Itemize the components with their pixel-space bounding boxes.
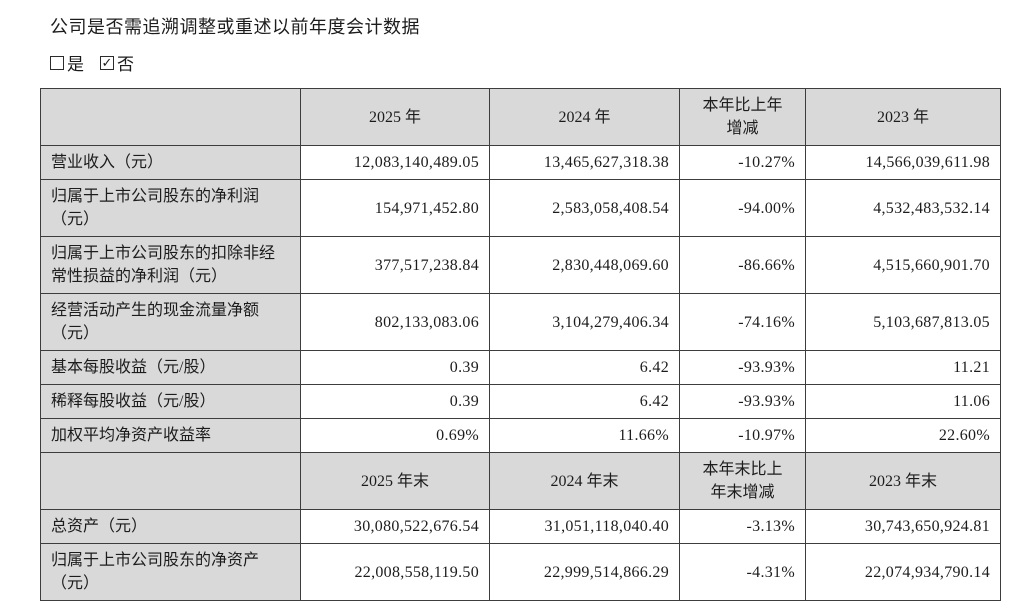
value-change: -86.66% bbox=[679, 236, 806, 294]
value-2025: 377,517,238.84 bbox=[300, 236, 490, 294]
value-change: -10.97% bbox=[679, 418, 806, 453]
value-change: -94.00% bbox=[679, 179, 806, 237]
value-change: -4.31% bbox=[679, 543, 806, 601]
row-label: 稀释每股收益（元/股） bbox=[40, 384, 301, 419]
corner-cell bbox=[40, 88, 301, 146]
value-2025: 30,080,522,676.54 bbox=[300, 509, 490, 544]
option-no: ✓ 否 bbox=[100, 50, 134, 75]
restatement-question: 公司是否需追溯调整或重述以前年度会计数据 bbox=[50, 17, 420, 37]
value-2023: 30,743,650,924.81 bbox=[805, 509, 1001, 544]
col-header-2023-end: 2023 年末 bbox=[805, 452, 1001, 510]
col-header-2023: 2023 年 bbox=[805, 88, 1001, 146]
row-label: 经营活动产生的现金流量净额（元） bbox=[40, 293, 301, 351]
row-label: 归属于上市公司股东的扣除非经常性损益的净利润（元） bbox=[40, 236, 301, 294]
table-row: 归属于上市公司股东的净资产（元） 22,008,558,119.50 22,99… bbox=[40, 543, 1001, 601]
key-accounting-data-table: 2025 年 2024 年 本年比上年增减 2023 年 营业收入（元） 12,… bbox=[40, 88, 1001, 601]
value-2024: 2,583,058,408.54 bbox=[489, 179, 680, 237]
col-header-2024: 2024 年 bbox=[489, 88, 680, 146]
value-2025: 12,083,140,489.05 bbox=[300, 145, 490, 180]
row-label: 归属于上市公司股东的净利润（元） bbox=[40, 179, 301, 237]
restatement-options: 是 ✓ 否 bbox=[50, 50, 1000, 75]
option-no-label: 否 bbox=[117, 55, 134, 74]
value-2024: 13,465,627,318.38 bbox=[489, 145, 680, 180]
table-row: 基本每股收益（元/股） 0.39 6.42 -93.93% 11.21 bbox=[40, 350, 1001, 385]
row-label: 归属于上市公司股东的净资产（元） bbox=[40, 543, 301, 601]
value-2023: 11.06 bbox=[805, 384, 1001, 419]
col-header-2025: 2025 年 bbox=[300, 88, 490, 146]
value-2023: 11.21 bbox=[805, 350, 1001, 385]
value-2023: 14,566,039,611.98 bbox=[805, 145, 1001, 180]
value-2023: 4,515,660,901.70 bbox=[805, 236, 1001, 294]
value-2023: 5,103,687,813.05 bbox=[805, 293, 1001, 351]
value-2024: 3,104,279,406.34 bbox=[489, 293, 680, 351]
value-2024: 2,830,448,069.60 bbox=[489, 236, 680, 294]
table-row: 归属于上市公司股东的扣除非经常性损益的净利润（元） 377,517,238.84… bbox=[40, 236, 1001, 294]
value-2023: 22,074,934,790.14 bbox=[805, 543, 1001, 601]
value-2023: 4,532,483,532.14 bbox=[805, 179, 1001, 237]
value-2025: 0.39 bbox=[300, 350, 490, 385]
value-2025: 22,008,558,119.50 bbox=[300, 543, 490, 601]
period-header-row: 2025 年 2024 年 本年比上年增减 2023 年 bbox=[40, 88, 1001, 146]
value-2024: 6.42 bbox=[489, 384, 680, 419]
value-change: -10.27% bbox=[679, 145, 806, 180]
table-row: 加权平均净资产收益率 0.69% 11.66% -10.97% 22.60% bbox=[40, 418, 1001, 453]
value-2025: 802,133,083.06 bbox=[300, 293, 490, 351]
col-header-end-change: 本年末比上年末增减 bbox=[679, 452, 806, 510]
value-change: -93.93% bbox=[679, 350, 806, 385]
col-header-2025-end: 2025 年末 bbox=[300, 452, 490, 510]
value-2025: 0.69% bbox=[300, 418, 490, 453]
option-yes: 是 bbox=[50, 50, 84, 75]
table-row: 经营活动产生的现金流量净额（元） 802,133,083.06 3,104,27… bbox=[40, 293, 1001, 351]
table-row: 营业收入（元） 12,083,140,489.05 13,465,627,318… bbox=[40, 145, 1001, 180]
table-row: 归属于上市公司股东的净利润（元） 154,971,452.80 2,583,05… bbox=[40, 179, 1001, 237]
value-2024: 22,999,514,866.29 bbox=[489, 543, 680, 601]
value-2024: 6.42 bbox=[489, 350, 680, 385]
row-label: 营业收入（元） bbox=[40, 145, 301, 180]
value-2023: 22.60% bbox=[805, 418, 1001, 453]
row-label: 加权平均净资产收益率 bbox=[40, 418, 301, 453]
table-row: 稀释每股收益（元/股） 0.39 6.42 -93.93% 11.06 bbox=[40, 384, 1001, 419]
value-change: -74.16% bbox=[679, 293, 806, 351]
row-label: 基本每股收益（元/股） bbox=[40, 350, 301, 385]
table-row: 总资产（元） 30,080,522,676.54 31,051,118,040.… bbox=[40, 509, 1001, 544]
col-header-change: 本年比上年增减 bbox=[679, 88, 806, 146]
col-header-2024-end: 2024 年末 bbox=[489, 452, 680, 510]
value-2024: 31,051,118,040.40 bbox=[489, 509, 680, 544]
row-label: 总资产（元） bbox=[40, 509, 301, 544]
value-2025: 154,971,452.80 bbox=[300, 179, 490, 237]
checkbox-checked-icon: ✓ bbox=[100, 55, 114, 71]
yearend-header-row: 2025 年末 2024 年末 本年末比上年末增减 2023 年末 bbox=[40, 452, 1001, 510]
value-change: -3.13% bbox=[679, 509, 806, 544]
value-change: -93.93% bbox=[679, 384, 806, 419]
value-2024: 11.66% bbox=[489, 418, 680, 453]
corner-cell bbox=[40, 452, 301, 510]
checkbox-unchecked-icon bbox=[50, 55, 64, 70]
value-2025: 0.39 bbox=[300, 384, 490, 419]
option-yes-label: 是 bbox=[67, 55, 84, 74]
